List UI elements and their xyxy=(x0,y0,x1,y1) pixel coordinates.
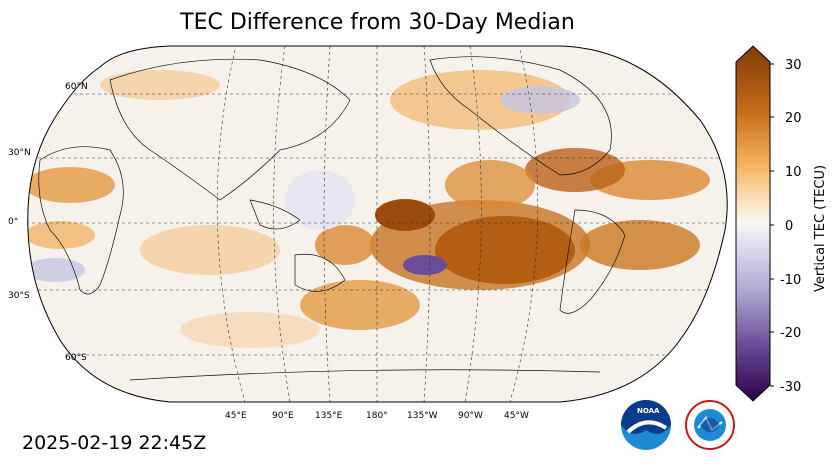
colorbar: 30 20 10 0 -10 -20 -30 Vertical TEC (TEC… xyxy=(735,45,828,402)
lat-label-30s: 30°S xyxy=(8,291,30,301)
colorbar-tick-20: 20 xyxy=(785,111,802,126)
globe-outline xyxy=(27,45,728,403)
chart-title: TEC Difference from 30-Day Median xyxy=(180,10,575,35)
colorbar-tick-neg10: -10 xyxy=(780,273,801,288)
svg-text:NOAA: NOAA xyxy=(637,407,660,415)
lon-label-90w: 90°W xyxy=(458,411,483,421)
colorbar-tick-neg20: -20 xyxy=(780,326,801,341)
national-weather-service-logo xyxy=(685,400,735,450)
lon-label-45e: 45°E xyxy=(225,411,247,421)
colorbar-tick-30: 30 xyxy=(785,58,802,73)
colorbar-tick-0: 0 xyxy=(785,219,793,234)
lat-label-60n: 60°N xyxy=(65,82,88,92)
lon-label-180: 180° xyxy=(366,411,388,421)
noaa-logo: NOAA xyxy=(621,400,671,450)
graticule xyxy=(27,46,728,402)
latitude-labels: 60°N 30°N 0° 30°S 60°S xyxy=(8,82,88,363)
colorbar-bar xyxy=(735,45,771,402)
coastlines xyxy=(38,56,626,381)
tec-anomaly-field xyxy=(27,70,710,348)
colorbar-tick-10: 10 xyxy=(785,165,802,180)
colorbar-label: Vertical TEC (TECU) xyxy=(813,165,828,292)
lon-label-135w: 135°W xyxy=(407,411,438,421)
colorbar-tick-neg30: -30 xyxy=(780,380,801,395)
lat-label-0: 0° xyxy=(8,217,18,227)
lon-label-135e: 135°E xyxy=(315,411,343,421)
map-area xyxy=(27,46,728,402)
lat-label-30n: 30°N xyxy=(8,148,31,158)
timestamp: 2025-02-19 22:45Z xyxy=(22,432,207,454)
longitude-labels: 45°E 90°E 135°E 180° 135°W 90°W 45°W xyxy=(225,411,529,421)
lon-label-90e: 90°E xyxy=(272,411,294,421)
lat-label-60s: 60°S xyxy=(65,353,87,363)
lon-label-45w: 45°W xyxy=(504,411,529,421)
